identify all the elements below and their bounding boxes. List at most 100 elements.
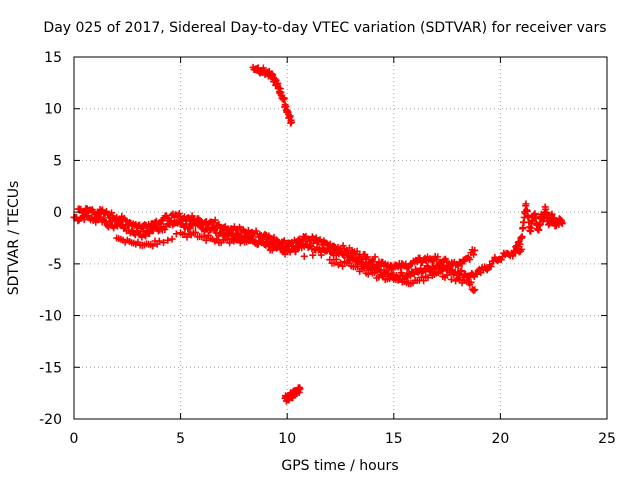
data-point-main-band [518,245,526,253]
y-tick-label: 10 [44,102,62,118]
data-point-lower-band [420,277,428,285]
data-point-upper-band [166,218,174,226]
y-tick-labels: -20 -15 -10 -5 0 5 10 15 [39,50,62,428]
data-point-upper-arc [268,70,276,78]
data-point-lower-band [332,255,340,263]
data-point-lower-band [437,267,445,275]
x-tick-label: 20 [491,431,509,447]
data-point-upper-band [108,209,116,217]
data-point-lower-band [317,251,325,259]
y-tick-label: -20 [39,412,62,428]
data-point-tail-rise [516,240,524,248]
data-point-upper-band [165,217,173,225]
plot-frame [73,56,608,420]
data-point-lower-band [326,256,334,264]
data-point-lower-band [339,262,347,270]
data-point-upper-band [261,230,269,238]
data-point-lower-band [388,272,396,280]
data-point-upper-arc [280,95,288,103]
x-tick-labels: 0 5 10 15 20 25 [70,431,616,447]
data-point-lower-band [292,247,300,255]
data-point-lower-cluster [289,393,297,401]
data-point-upper-arc [286,112,294,120]
data-point-upper-band [122,216,130,224]
data-point-upper-band [312,234,320,242]
data-point-lower-cluster [296,385,304,393]
data-point-upper-band [102,207,110,215]
data-point-lower-band [283,247,291,255]
data-point-lower-band [172,230,180,238]
data-point-upper-band [280,237,288,245]
data-point-lower-band [200,232,208,240]
data-point-tail-rise [548,210,556,218]
grid-lines [74,57,607,419]
data-point-upper-band [458,260,466,268]
data-point-upper-band [470,251,478,259]
data-point-upper-band [358,255,366,263]
data-point-lower-band [447,275,455,283]
data-point-lower-band [155,237,163,245]
data-point-lower-band [470,287,478,295]
data-point-tail-rise [522,200,530,208]
data-point-lower-band [234,235,242,243]
data-point-upper-band [289,242,297,250]
data-point-main-band [186,224,194,232]
y-tick-label: -5 [48,257,62,273]
data-point-upper-band [389,266,397,274]
data-point-lower-band [164,236,172,244]
data-point-lower-band [364,270,372,278]
y-tick-label: -15 [39,360,62,376]
data-point-lower-band [264,238,272,246]
data-point-lower-band [300,252,308,260]
data-point-upper-band [371,253,379,261]
data-point-lower-band [371,269,379,277]
data-point-upper-band [99,206,107,214]
data-point-lower-band [330,259,338,267]
data-point-main-band [350,254,358,262]
data-point-upper-band [363,253,371,261]
data-point-main-band [409,269,417,277]
data-point-upper-arc [287,118,295,126]
data-point-lower-band [277,242,285,250]
data-point-tail-rise [511,247,519,255]
data-point-upper-band [301,233,309,241]
data-point-lower-band [202,236,210,244]
data-point-upper-band [471,246,479,254]
data-point-upper-band [466,256,474,264]
y-tick-label: 15 [44,50,62,66]
data-point-tail-rise [558,220,566,228]
x-tick-label: 25 [598,431,616,447]
data-point-upper-band [297,239,305,247]
data-point-upper-band [330,242,338,250]
data-point-lower-band [449,271,457,279]
data-point-upper-band [454,262,462,270]
data-point-upper-band [274,237,282,245]
data-point-upper-band [192,218,200,226]
x-tick-label: 10 [278,431,296,447]
y-tick-label: 0 [53,205,62,221]
data-point-lower-band [424,274,432,282]
data-point-lower-band [168,235,176,243]
x-tick-label: 0 [70,431,79,447]
data-point-upper-band [146,224,154,232]
data-point-lower-band [226,239,234,247]
data-point-upper-band [434,253,442,261]
data-point-upper-band [211,216,219,224]
data-point-tail-rise [518,233,526,241]
data-point-main-band [140,231,148,239]
data-point-lower-band [192,228,200,236]
data-point-lower-band [354,263,362,271]
data-point-main-band [105,223,113,231]
chart-title: Day 025 of 2017, Sidereal Day-to-day VTE… [43,20,606,36]
x-tick-label: 15 [385,431,403,447]
data-point-main-band [80,216,88,224]
data-point-lower-band [309,251,317,259]
x-axis-label: GPS time / hours [281,458,398,474]
data-point-lower-band [149,242,157,250]
data-point-upper-arc [259,64,267,72]
y-axis-label: SDTVAR / TECUs [6,181,22,296]
data-point-lower-band [426,268,434,276]
y-tick-label: 5 [53,153,62,169]
data-point-lower-band [471,286,479,294]
